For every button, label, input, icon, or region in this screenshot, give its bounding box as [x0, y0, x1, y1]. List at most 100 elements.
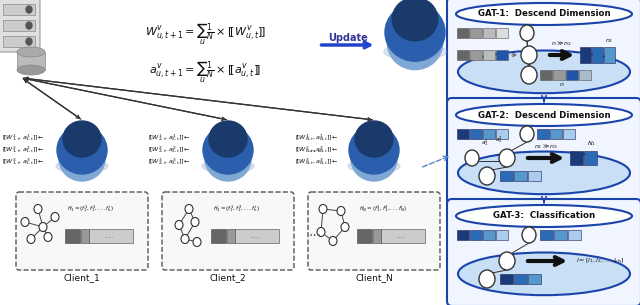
Bar — [381, 229, 425, 243]
FancyBboxPatch shape — [16, 192, 148, 270]
Ellipse shape — [209, 121, 247, 157]
Text: ......: ...... — [397, 234, 406, 239]
Ellipse shape — [51, 213, 59, 221]
Ellipse shape — [56, 159, 108, 173]
Text: $[\![W_{1,t}^{3}, a_{1,t}^{3}]\!]\leftarrow$: $[\![W_{1,t}^{3}, a_{1,t}^{3}]\!]\leftar… — [2, 157, 45, 167]
Bar — [554, 230, 567, 240]
Text: $[\![W_{1,t}^{1}, a_{1,t}^{1}]\!]\leftarrow$: $[\![W_{1,t}^{1}, a_{1,t}^{1}]\!]\leftar… — [2, 133, 45, 143]
Text: GAT-2:  Descend Dimension: GAT-2: Descend Dimension — [477, 110, 611, 120]
Text: $a_{u,t+1}^{v}=\sum_{u}\frac{1}{N}\times[\![a_{u,t}^{v}]\!]$: $a_{u,t+1}^{v}=\sum_{u}\frac{1}{N}\times… — [149, 60, 261, 85]
Bar — [17, 52, 45, 70]
Bar — [457, 28, 469, 38]
Bar — [537, 129, 549, 139]
Text: ......: ...... — [251, 234, 260, 239]
Bar — [528, 274, 541, 284]
Bar — [65, 229, 80, 243]
Ellipse shape — [520, 25, 534, 41]
Bar — [457, 50, 469, 60]
Bar — [496, 28, 508, 38]
Ellipse shape — [191, 217, 199, 227]
Ellipse shape — [26, 38, 32, 45]
Bar — [211, 229, 226, 243]
Text: ...: ... — [308, 225, 321, 239]
Bar — [540, 230, 553, 240]
Ellipse shape — [317, 228, 325, 236]
Ellipse shape — [465, 150, 479, 166]
Text: $[\![W_{2,t}^{1}, a_{2,t}^{1}]\!]\leftarrow$: $[\![W_{2,t}^{1}, a_{2,t}^{1}]\!]\leftar… — [148, 133, 191, 143]
Text: $n_2$: $n_2$ — [605, 37, 613, 45]
Ellipse shape — [499, 252, 515, 270]
Bar — [483, 230, 495, 240]
Bar — [90, 229, 133, 243]
Ellipse shape — [205, 137, 251, 181]
Bar — [470, 230, 482, 240]
Text: ......: ...... — [105, 234, 114, 239]
Text: $a_2^2$: $a_2^2$ — [495, 135, 503, 145]
Ellipse shape — [203, 126, 253, 174]
Ellipse shape — [319, 204, 327, 214]
Bar — [3, 4, 35, 15]
Bar — [604, 47, 615, 63]
Ellipse shape — [520, 126, 534, 142]
Bar — [592, 47, 603, 63]
Bar — [457, 129, 469, 139]
Bar — [540, 70, 552, 80]
Text: GAT-1:  Descend Dimension: GAT-1: Descend Dimension — [477, 9, 611, 19]
FancyBboxPatch shape — [447, 98, 640, 205]
Text: $h_1^i=(f_1^1,f_1^2,...f_h^i)$: $h_1^i=(f_1^1,f_1^2,...f_h^i)$ — [67, 204, 115, 214]
Bar — [357, 229, 372, 243]
Ellipse shape — [458, 51, 630, 93]
Ellipse shape — [456, 205, 632, 227]
Ellipse shape — [521, 66, 537, 84]
Text: $[\![W_{N,t}^{3}, a_{N,t}^{3}]\!]\leftarrow$: $[\![W_{N,t}^{3}, a_{N,t}^{3}]\!]\leftar… — [295, 157, 339, 167]
Bar — [470, 129, 482, 139]
FancyBboxPatch shape — [162, 192, 294, 270]
Bar — [81, 229, 89, 243]
Bar — [3, 20, 35, 31]
Bar — [470, 28, 482, 38]
Ellipse shape — [39, 223, 47, 231]
Ellipse shape — [193, 238, 201, 246]
FancyBboxPatch shape — [447, 199, 640, 305]
Bar — [514, 171, 527, 181]
Ellipse shape — [34, 204, 42, 214]
Bar — [496, 230, 508, 240]
Ellipse shape — [384, 43, 446, 60]
Ellipse shape — [21, 217, 29, 227]
Ellipse shape — [499, 149, 515, 167]
Bar — [500, 274, 513, 284]
Text: Client_2: Client_2 — [210, 274, 246, 282]
Ellipse shape — [387, 17, 443, 70]
Ellipse shape — [348, 159, 400, 173]
Text: $n\gg n_2$: $n\gg n_2$ — [552, 40, 573, 48]
Bar — [528, 171, 541, 181]
Text: $[\![W_{N,t}^{2}, a_{N,t}^{2}]\!]\leftarrow$: $[\![W_{N,t}^{2}, a_{N,t}^{2}]\!]\leftar… — [295, 145, 339, 155]
Ellipse shape — [185, 204, 193, 214]
Ellipse shape — [26, 6, 32, 13]
Bar — [500, 171, 513, 181]
Ellipse shape — [479, 167, 495, 185]
Ellipse shape — [522, 227, 536, 243]
Text: $[\![W_{1,t}^{2}, a_{1,t}^{2}]\!]\leftarrow$: $[\![W_{1,t}^{2}, a_{1,t}^{2}]\!]\leftar… — [2, 145, 45, 155]
Bar — [483, 28, 495, 38]
Text: $[\![W_{2,t}^{2}, a_{2,t}^{2}]\!]\leftarrow$: $[\![W_{2,t}^{2}, a_{2,t}^{2}]\!]\leftar… — [148, 145, 191, 155]
Text: $[\![W_{N,t}^{1}, a_{N,t}^{1}]\!]\leftarrow$: $[\![W_{N,t}^{1}, a_{N,t}^{1}]\!]\leftar… — [295, 133, 339, 143]
Text: $h_2^i=(f_1^1,f_1^2,...f_h^i)$: $h_2^i=(f_1^1,f_1^2,...f_h^i)$ — [214, 204, 260, 214]
Bar — [584, 151, 597, 165]
Text: ...: ... — [308, 141, 321, 155]
Bar — [496, 50, 508, 60]
Ellipse shape — [355, 121, 393, 157]
Text: $W_{u,t+1}^{v}=\sum_{u}\frac{1}{N}\times[\![W_{u,t}^{v}]\!]$: $W_{u,t+1}^{v}=\sum_{u}\frac{1}{N}\times… — [145, 22, 266, 47]
Bar — [550, 129, 562, 139]
Ellipse shape — [44, 232, 52, 242]
Bar — [580, 47, 591, 63]
Bar — [470, 50, 482, 60]
Ellipse shape — [521, 46, 537, 64]
Text: Client_1: Client_1 — [63, 274, 100, 282]
Bar — [227, 229, 235, 243]
Ellipse shape — [202, 159, 254, 173]
Ellipse shape — [59, 137, 105, 181]
Text: Client_N: Client_N — [355, 274, 393, 282]
Ellipse shape — [181, 235, 189, 243]
Bar — [3, 36, 35, 47]
